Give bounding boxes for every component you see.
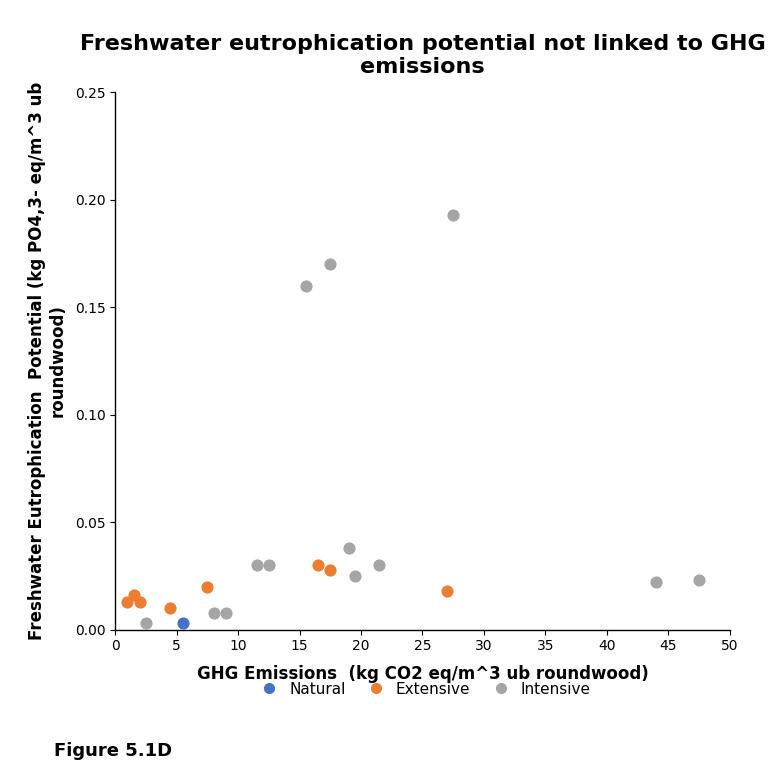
Y-axis label: Freshwater Eutrophication  Potential (kg PO4,3- eq/m^3 ub
roundwood): Freshwater Eutrophication Potential (kg … [28, 82, 66, 640]
Point [447, 209, 459, 221]
Text: Figure 5.1D: Figure 5.1D [54, 743, 172, 760]
Point [207, 607, 220, 619]
Point [373, 559, 386, 571]
Point [201, 581, 214, 593]
Point [441, 585, 453, 598]
Point [693, 574, 705, 587]
Point [263, 559, 275, 571]
Point [121, 596, 134, 608]
Point [300, 280, 312, 292]
Legend: Natural, Extensive, Intensive: Natural, Extensive, Intensive [248, 676, 597, 703]
Point [164, 602, 177, 614]
Point [127, 589, 140, 601]
Point [349, 570, 361, 582]
Title: Freshwater eutrophication potential not linked to GHG
emissions: Freshwater eutrophication potential not … [80, 34, 765, 77]
Point [220, 607, 232, 619]
Point [250, 559, 263, 571]
Point [312, 559, 324, 571]
Point [134, 596, 146, 608]
Point [343, 542, 355, 554]
Point [177, 617, 189, 630]
Point [324, 564, 336, 576]
Point [140, 617, 152, 630]
X-axis label: GHG Emissions  (kg CO2 eq/m^3 ub roundwood): GHG Emissions (kg CO2 eq/m^3 ub roundwoo… [197, 664, 648, 683]
Point [324, 258, 336, 270]
Point [650, 576, 662, 588]
